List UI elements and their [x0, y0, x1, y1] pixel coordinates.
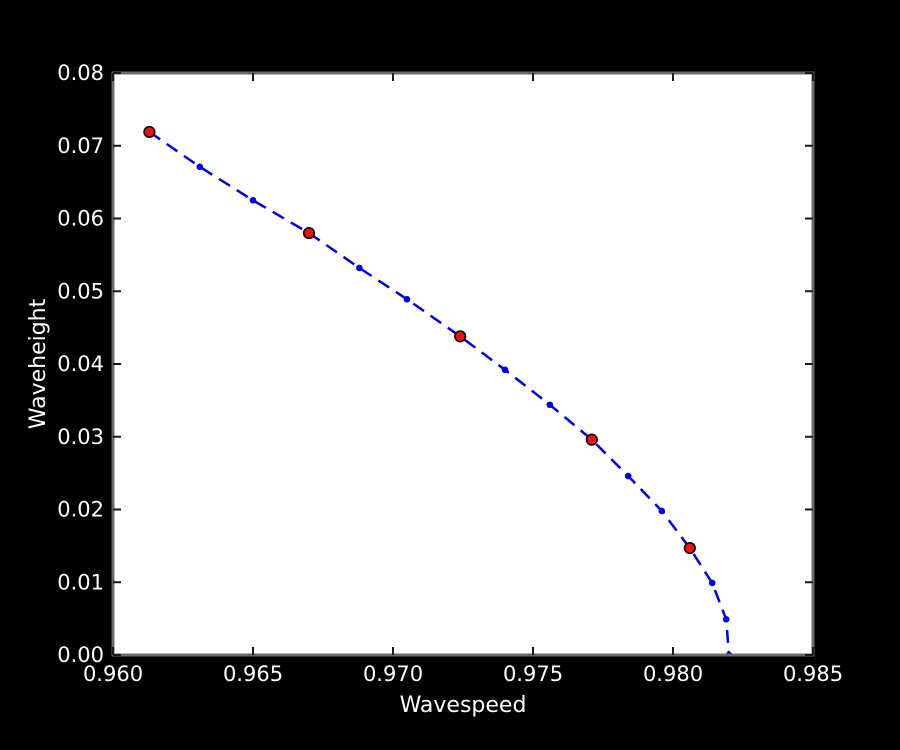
data-point-small: [356, 264, 363, 272]
y-tick-label: 0.07: [57, 134, 104, 158]
data-point-small: [708, 579, 716, 587]
axes-background: [113, 73, 813, 655]
y-tick-label: 0.04: [57, 352, 104, 376]
y-tick-label: 0.02: [57, 498, 104, 522]
data-layer: [143, 125, 733, 655]
y-tick-label: 0.08: [57, 61, 104, 85]
data-point-small: [546, 401, 554, 409]
data-point-small: [196, 163, 204, 171]
data-point-small: [249, 197, 257, 204]
data-point-highlight: [585, 433, 598, 446]
y-tick-label: 0.06: [57, 207, 104, 231]
data-point-highlight: [302, 226, 316, 240]
y-tick-label: 0.03: [57, 425, 104, 449]
data-point-highlight: [454, 330, 467, 343]
x-tick-label: 0.980: [643, 662, 703, 686]
x-axis-label: Wavespeed: [400, 693, 527, 718]
x-tick-label: 0.975: [503, 662, 563, 686]
x-tick-label: 0.960: [83, 662, 143, 686]
data-point-small: [403, 295, 411, 303]
data-point-small: [501, 366, 509, 374]
branch-curve-line: [148, 130, 731, 655]
data-point-small: [658, 507, 666, 515]
data-point-highlight: [143, 125, 156, 139]
y-tick-label: 0.01: [57, 570, 104, 594]
y-axis-label: Waveheight: [26, 298, 51, 429]
data-point-small: [722, 616, 730, 623]
y-tick-label: 0.05: [57, 279, 104, 303]
x-tick-label: 0.970: [363, 662, 423, 686]
x-tick-label: 0.965: [223, 662, 283, 686]
x-tick-label: 0.985: [783, 662, 843, 686]
data-point-small: [624, 472, 632, 480]
plot-area: 0.960 0.965 0.970 0.975 0.980 0.985 0.00 0.01 0.…: [57, 61, 843, 686]
y-tick-label: 0.00: [57, 643, 104, 667]
data-point-highlight: [683, 541, 696, 555]
